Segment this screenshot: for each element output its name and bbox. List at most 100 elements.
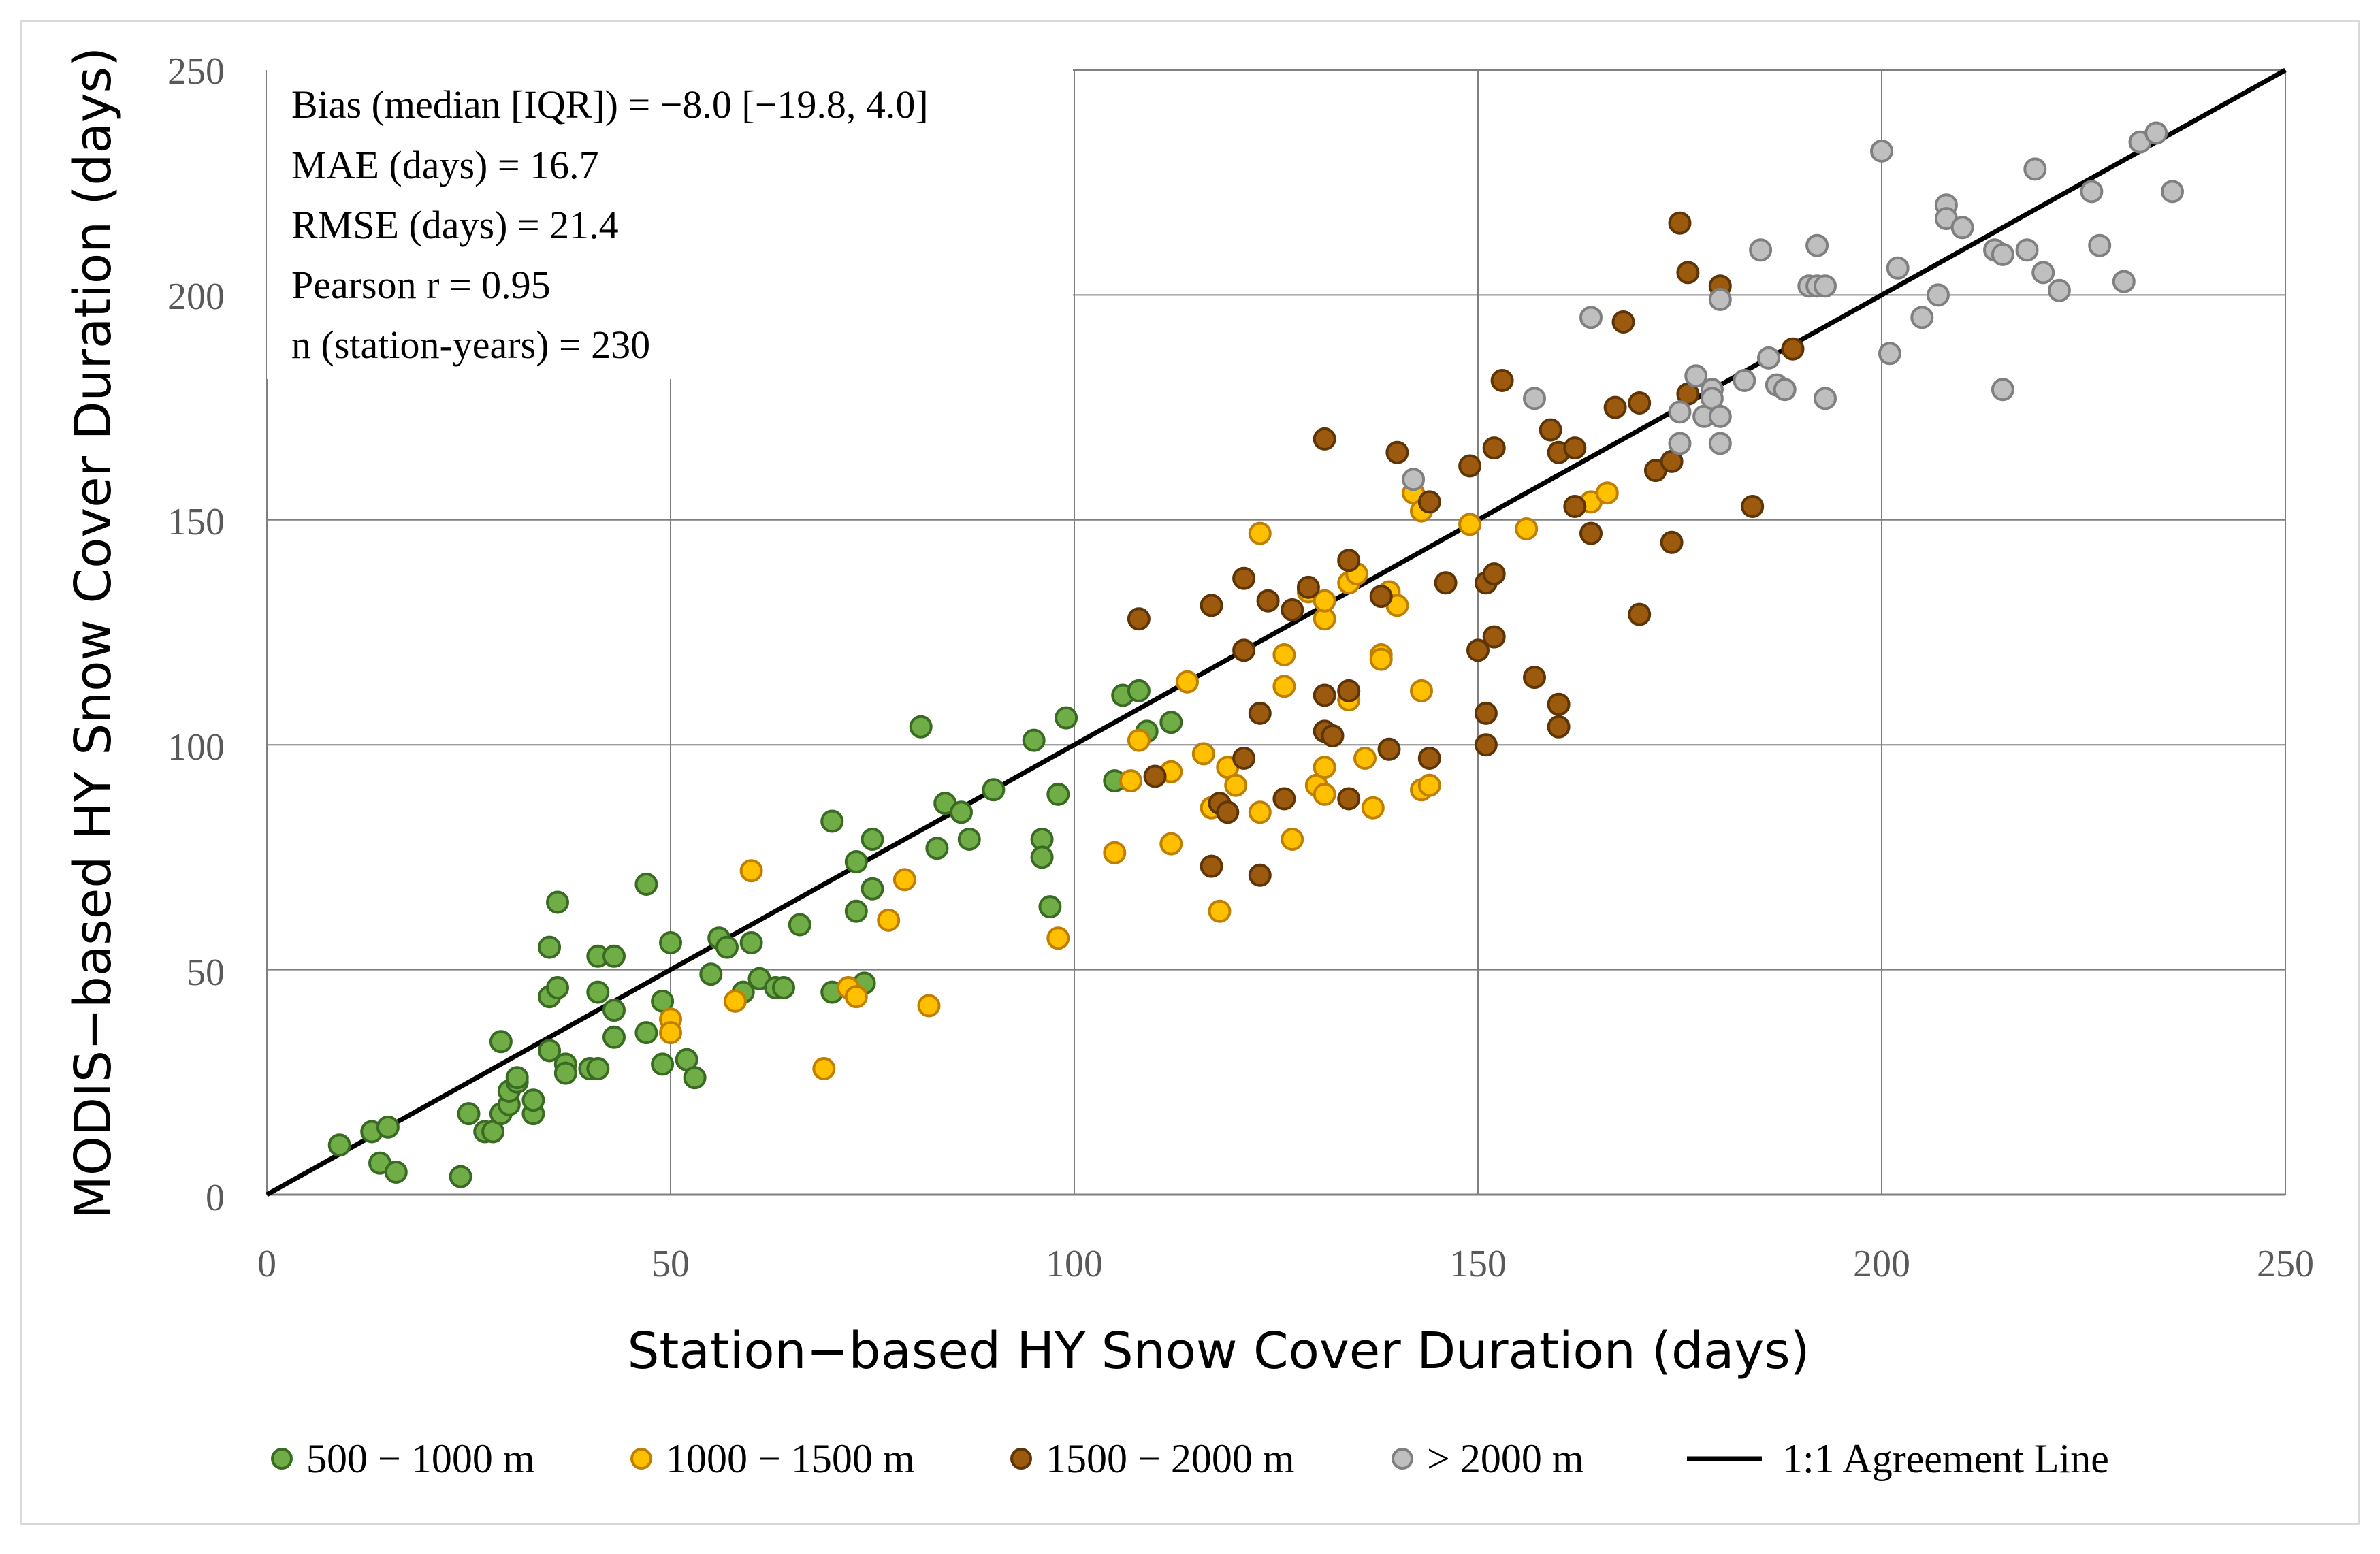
data-point: [925, 837, 949, 860]
data-point: [1781, 337, 1805, 361]
data-point: [1337, 787, 1361, 811]
y-axis-title: MODIS−based HY Snow Cover Duration (days…: [64, 47, 123, 1219]
data-point: [788, 913, 811, 937]
legend-label: 1000 − 1500 m: [666, 1436, 915, 1481]
data-point: [1417, 747, 1441, 770]
data-point: [1055, 706, 1078, 730]
data-point: [1046, 782, 1070, 806]
data-point: [1515, 517, 1539, 540]
data-point: [1611, 310, 1635, 334]
data-point: [715, 935, 739, 959]
data-point: [1417, 490, 1441, 514]
data-point: [1628, 602, 1652, 626]
data-point: [1200, 594, 1223, 617]
data-point: [844, 850, 868, 873]
data-point: [1313, 589, 1336, 613]
data-point: [1296, 575, 1320, 599]
data-point: [659, 1021, 682, 1045]
data-point: [1733, 369, 1756, 392]
data-point: [521, 1088, 545, 1112]
data-point: [1385, 440, 1409, 464]
data-point: [1660, 530, 1684, 554]
stats-n: n (station-years) = 230: [291, 323, 650, 367]
stats-rmse: RMSE (days) = 21.4: [291, 203, 619, 247]
data-point: [1757, 346, 1780, 370]
data-point: [1410, 679, 1433, 702]
data-point: [1030, 845, 1054, 869]
data-point: [1377, 737, 1401, 761]
legend-item-over-2000: > 2000 m: [1392, 1436, 1584, 1481]
data-point: [1474, 733, 1498, 757]
series-4: [1402, 121, 2184, 491]
data-point: [489, 1030, 513, 1054]
data-point: [1708, 432, 1732, 455]
data-point: [1950, 216, 1974, 240]
data-point: [538, 1039, 562, 1063]
data-point: [505, 1066, 529, 1090]
legend-item-500-1000: 500 − 1000 m: [271, 1436, 535, 1481]
data-point: [1232, 638, 1256, 662]
y-tick-label: 100: [167, 726, 225, 768]
data-point: [1200, 854, 1223, 878]
data-point: [1676, 261, 1700, 285]
data-point: [546, 890, 569, 914]
data-point: [602, 1025, 626, 1049]
data-point: [1741, 495, 1765, 518]
data-point: [1143, 764, 1167, 788]
y-tick-label: 250: [167, 50, 225, 93]
data-point: [1886, 256, 1910, 280]
data-point: [1773, 378, 1797, 402]
data-point: [1127, 679, 1151, 702]
data-point: [1579, 306, 1603, 329]
data-point: [1595, 481, 1619, 505]
data-point: [1176, 670, 1199, 694]
data-point: [1668, 432, 1692, 455]
data-point: [1417, 773, 1441, 797]
data-point: [384, 1161, 408, 1184]
legend-marker-green: [271, 1448, 293, 1470]
data-point: [376, 1115, 400, 1139]
data-point: [877, 908, 901, 932]
data-point: [1684, 364, 1708, 388]
series-2: [659, 481, 1619, 1080]
data-point: [1272, 787, 1296, 811]
data-point: [1523, 666, 1546, 690]
data-point: [1216, 800, 1240, 824]
series-1: [327, 679, 1183, 1188]
data-point: [1313, 782, 1336, 806]
data-point: [1191, 742, 1215, 766]
data-point: [553, 1061, 577, 1085]
legend-marker-gray: [1392, 1448, 1413, 1470]
data-point: [1159, 832, 1183, 856]
data-point: [1127, 728, 1151, 752]
data-point: [1208, 899, 1232, 923]
data-point: [1458, 513, 1482, 536]
data-point: [861, 828, 884, 851]
data-point: [1272, 675, 1296, 698]
data-point: [1103, 841, 1127, 864]
data-point: [1281, 598, 1304, 621]
data-point: [1248, 863, 1272, 887]
data-point: [1628, 391, 1652, 415]
data-point: [1547, 715, 1571, 739]
data-point: [861, 877, 884, 901]
stats-bias: Bias (median [IQR]) = −8.0 [−19.8, 4.0]: [291, 82, 929, 127]
tick-labels: 0 50 100 150 200 250 0 50 100 150 200 25…: [167, 50, 2314, 1285]
data-point: [2088, 233, 2112, 257]
data-point: [1482, 436, 1506, 460]
data-point: [957, 828, 981, 851]
legend-label: 500 − 1000 m: [306, 1436, 535, 1481]
data-point: [844, 985, 868, 1009]
data-point: [1991, 242, 2014, 266]
data-point: [1523, 387, 1546, 410]
x-axis-title: Station−based HY Snow Cover Duration (da…: [627, 1322, 1810, 1380]
data-point: [1878, 342, 1901, 366]
stats-box: Bias (median [IQR]) = −8.0 [−19.8, 4.0] …: [267, 69, 1073, 379]
data-point: [1668, 211, 1692, 235]
data-point: [1232, 566, 1256, 590]
data-point: [1482, 562, 1506, 586]
data-point: [1402, 468, 1426, 491]
data-point: [1337, 679, 1361, 702]
data-point: [1490, 369, 1514, 392]
